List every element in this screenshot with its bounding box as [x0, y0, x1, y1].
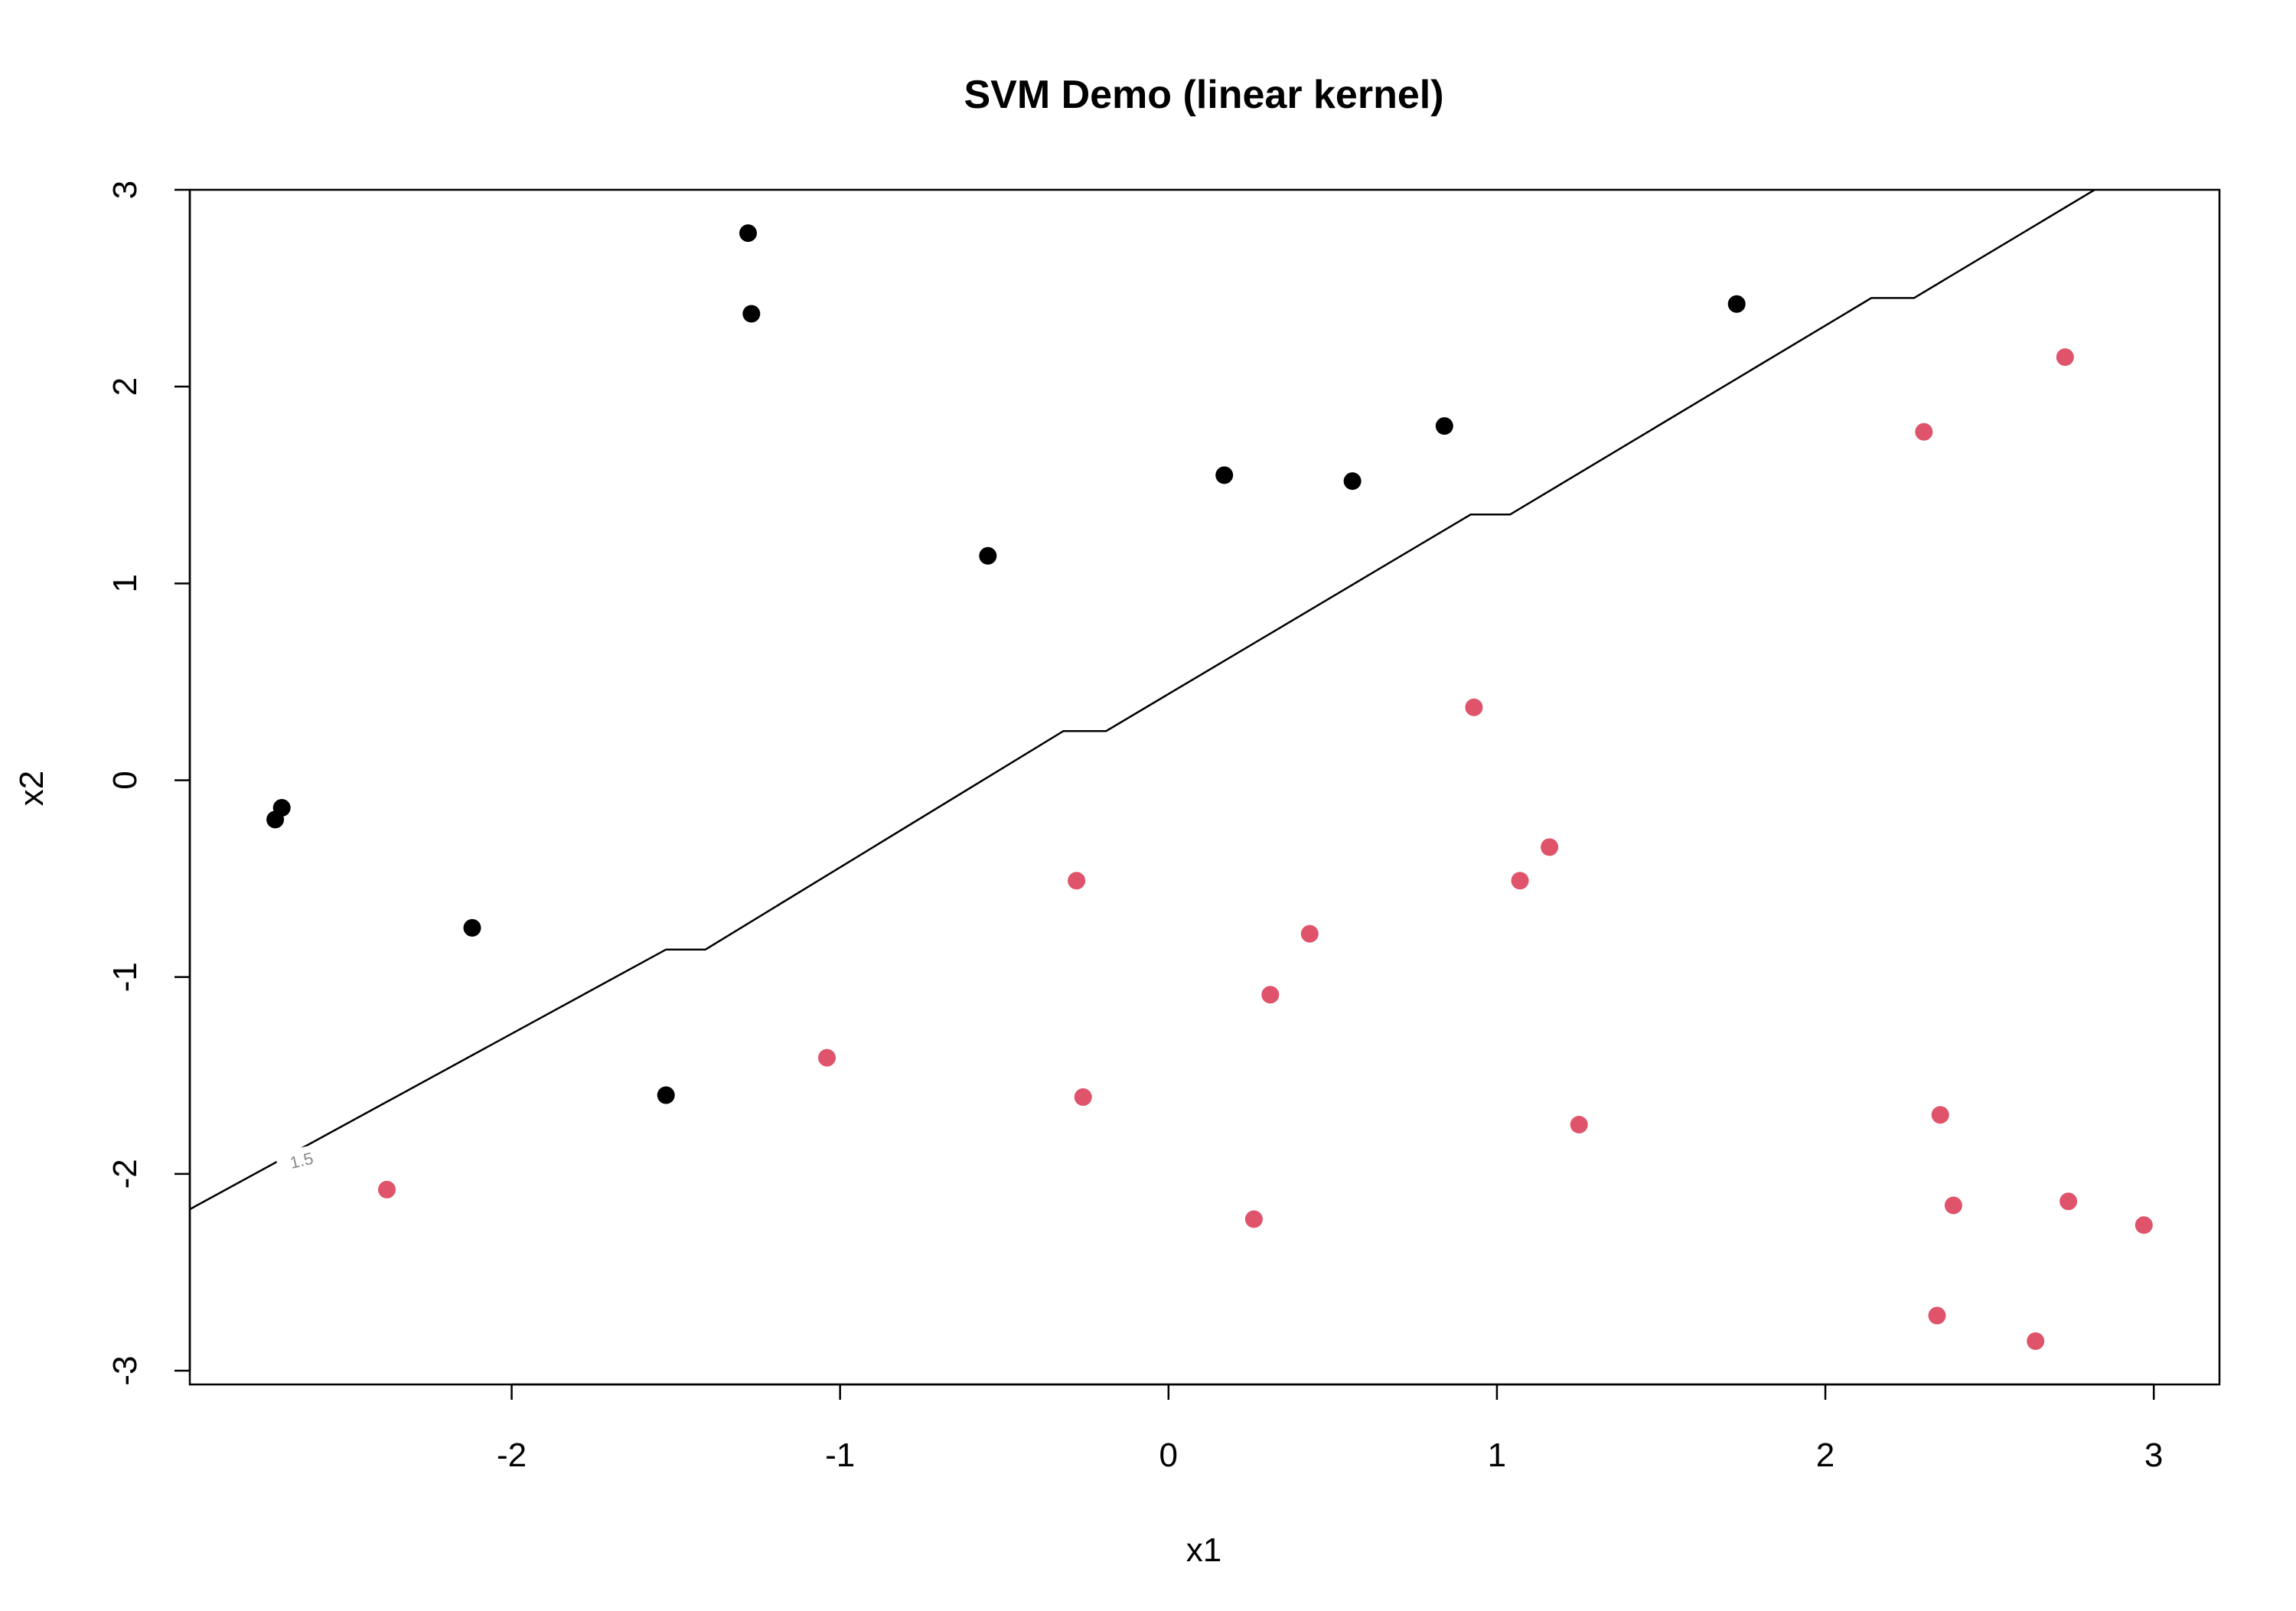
data-point-class-b — [2135, 1216, 2153, 1234]
y-axis: -3 -2 -1 0 1 2 3 — [106, 181, 191, 1386]
data-point-class-b — [1928, 1306, 1946, 1325]
data-point-class-a — [1343, 472, 1362, 491]
y-tick-label: 2 — [106, 377, 144, 396]
plot-frame — [188, 188, 2221, 1386]
x-axis-label: x1 — [1186, 1531, 1221, 1569]
chart-title: SVM Demo (linear kernel) — [964, 73, 1443, 117]
data-point-class-b — [818, 1048, 836, 1067]
data-point-class-b — [2027, 1332, 2045, 1350]
data-point-class-b — [1541, 838, 1559, 856]
data-point-class-b — [1944, 1196, 1962, 1215]
y-tick-label: 3 — [106, 181, 144, 199]
data-point-class-a — [1727, 295, 1746, 313]
x-tick-label: -2 — [497, 1437, 527, 1474]
data-point-class-b — [1465, 698, 1483, 716]
data-point-class-b — [1068, 872, 1086, 890]
y-tick-label: 1 — [106, 574, 144, 592]
data-point-class-a — [1215, 466, 1234, 484]
data-point-class-a — [739, 224, 757, 243]
data-point-class-b — [2056, 348, 2074, 367]
data-point-class-b — [1074, 1088, 1092, 1106]
data-point-class-b — [2060, 1192, 2078, 1211]
data-point-class-b — [1511, 872, 1529, 890]
data-point-class-a — [463, 918, 481, 937]
data-point-class-a — [742, 305, 761, 323]
x-tick-label: 2 — [1816, 1437, 1835, 1474]
x-tick-label: 3 — [2144, 1437, 2163, 1474]
y-axis-label: x2 — [13, 771, 51, 806]
x-axis: -2 -1 0 1 2 3 — [497, 1383, 2163, 1474]
data-point-class-b — [1261, 986, 1280, 1004]
data-point-class-b — [378, 1180, 396, 1198]
plot-content: 1.5 — [189, 188, 2153, 1350]
data-point-class-b — [1300, 925, 1319, 943]
data-point-class-b — [1570, 1116, 1588, 1133]
y-tick-label: -2 — [106, 1159, 144, 1189]
decision-boundary-line — [189, 188, 2095, 1211]
data-point-class-a — [657, 1086, 675, 1104]
data-point-class-b — [1931, 1106, 1949, 1124]
y-tick-label: 0 — [106, 771, 144, 789]
x-tick-label: -1 — [825, 1437, 855, 1474]
contour-level-label: 1.5 — [275, 1143, 328, 1178]
y-tick-label: -3 — [106, 1355, 144, 1385]
y-tick-label: -1 — [106, 962, 144, 992]
contour-label-backing — [275, 1143, 328, 1178]
x-tick-label: 0 — [1159, 1437, 1178, 1474]
x-tick-label: 1 — [1488, 1437, 1506, 1474]
data-point-class-a — [1435, 417, 1453, 435]
data-point-class-a — [979, 546, 997, 565]
data-point-class-a — [266, 810, 285, 829]
data-point-class-b — [1915, 422, 1933, 441]
data-point-class-b — [1244, 1210, 1263, 1228]
